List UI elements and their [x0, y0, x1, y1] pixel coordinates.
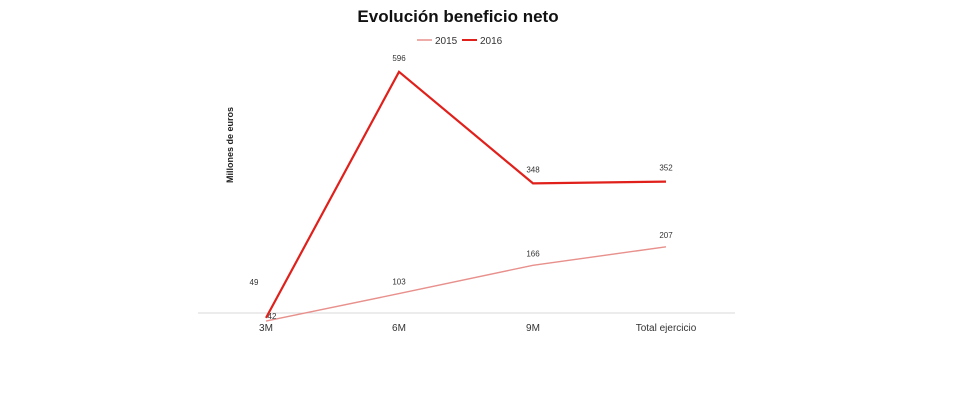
- legend-label-2016: 2016: [480, 36, 503, 47]
- data-label-2015-total-ejercicio: 207: [659, 231, 673, 240]
- data-label-2015-6m: 103: [392, 278, 406, 287]
- data-label-layer: 42 103 166 207 49 596 348 352: [250, 54, 674, 321]
- legend-label-2015: 2015: [435, 36, 458, 47]
- data-label-2016-6m: 596: [392, 54, 406, 63]
- data-label-2016-3m: 49: [250, 278, 259, 287]
- legend-item-2016: 2016: [462, 36, 503, 47]
- series-line-2016: [265, 70, 667, 319]
- data-label-2015-9m: 166: [526, 249, 540, 258]
- series-line-2015: [265, 246, 667, 322]
- legend-item-2015: 2015: [417, 36, 458, 47]
- legend: 2015 2016: [417, 36, 503, 47]
- x-tick-label: 6M: [392, 323, 406, 334]
- y-axis-label: Millones de euros: [225, 107, 235, 183]
- data-label-2016-9m: 348: [526, 165, 540, 174]
- series-layer: [265, 70, 667, 322]
- x-tick-layer: 3M 6M 9M Total ejercicio: [259, 323, 697, 334]
- data-label-2016-total-ejercicio: 352: [659, 164, 673, 173]
- x-tick-label: 3M: [259, 323, 273, 334]
- x-tick-label: 9M: [526, 323, 540, 334]
- x-tick-label: Total ejercicio: [636, 323, 697, 334]
- chart-title: Evolución beneficio neto: [357, 7, 558, 26]
- data-label-2015-3m: 42: [268, 312, 277, 321]
